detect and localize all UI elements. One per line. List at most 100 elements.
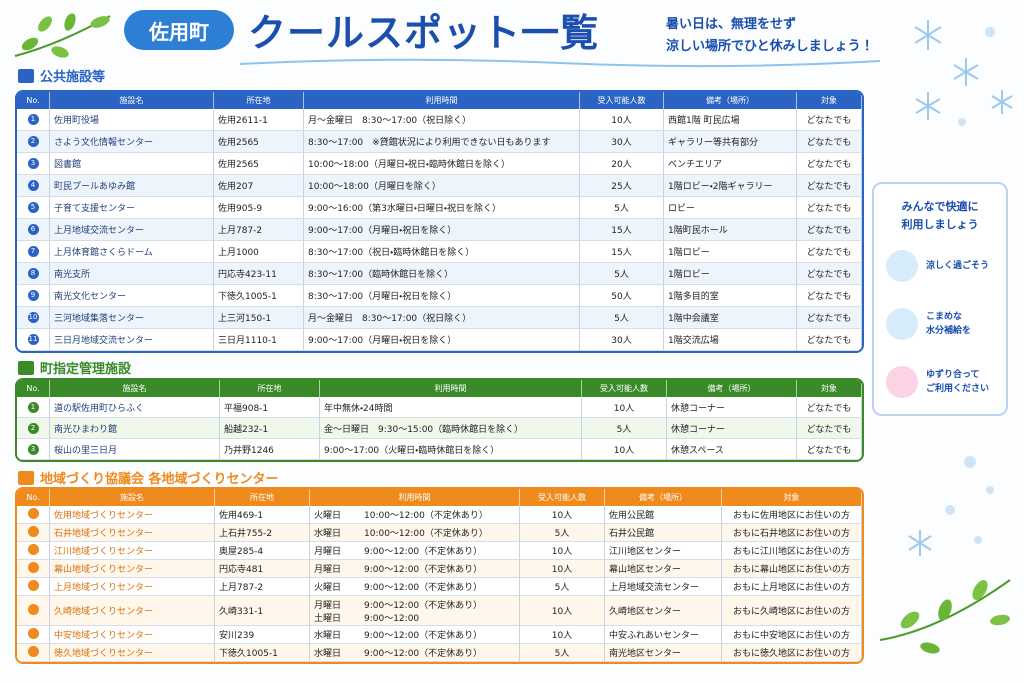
address-cell: 平福908-1 <box>220 397 320 418</box>
facility-table: No. 施設名 所在地 利用時間 受入可能人数 備考（場所） 対象 1 佐用町役場 佐用2611-… <box>15 90 864 353</box>
section-title-text: 公共施設等 <box>40 70 106 85</box>
header-row: No. 施設名 所在地 利用時間 受入可能人数 備考（場所） 対象 <box>17 380 862 397</box>
facility-name: 上月地域づくりセンター <box>54 583 154 593</box>
name-cell: 三河地域集落センター <box>50 307 214 329</box>
address-cell: 佐用2565 <box>214 131 304 153</box>
name-cell: 桜山の里三日月 <box>50 439 220 460</box>
hours-cell: 8:30～17:00（月曜日・祝日を除く） <box>304 285 580 307</box>
place-cell: ロビー <box>664 197 797 219</box>
row-number: 5 <box>27 202 39 213</box>
column-header: 施設名 <box>50 489 215 506</box>
column-header: 対象 <box>722 489 862 506</box>
target-cell: おもに中安地区にお住いの方 <box>722 626 862 644</box>
table-row: 7 上月体育館さくらドーム 上月1000 8:30～17:00（祝日・臨時休館日を除く… <box>17 241 862 263</box>
capacity-cell: 10人 <box>520 596 605 626</box>
place-cell: 1階ロビー <box>664 263 797 285</box>
section-title-text: 町指定管理施設 <box>40 362 132 377</box>
column-header: 受入可能人数 <box>582 380 667 397</box>
column-header: 所在地 <box>214 92 304 109</box>
facility-name: 図書館 <box>54 160 82 170</box>
name-cell: 徳久地域づくりセンター <box>50 644 215 662</box>
target-cell: おもに幕山地区にお住いの方 <box>722 560 862 578</box>
target-cell: おもに江川地区にお住いの方 <box>722 542 862 560</box>
place-cell: 西館1階 町民広場 <box>664 109 797 131</box>
target-cell: どなたでも <box>797 109 862 131</box>
column-header: 受入可能人数 <box>580 92 664 109</box>
name-cell: 南光支所 <box>50 263 214 285</box>
address-cell: 上石井755-2 <box>215 524 310 542</box>
notice-text: 涼しく過ごそう <box>926 259 989 273</box>
row-number: 1 <box>27 401 39 413</box>
hours-cell: 9:00～17:00（月曜日・祝日を除く） <box>304 329 580 351</box>
place-cell: 佐用公民館 <box>605 506 722 524</box>
day: 土曜日 <box>314 613 342 624</box>
address-cell: 奥屋285-4 <box>215 542 310 560</box>
notice-line: ゆずり合って <box>926 370 980 380</box>
address-cell: 下徳久1005-1 <box>215 644 310 662</box>
hours-cell: 9:00～16:00（第3水曜日・日曜日・祝日を除く） <box>304 197 580 219</box>
place-cell: 江川地区センター <box>605 542 722 560</box>
section-title: 公共施設等 <box>18 66 105 85</box>
capacity-cell: 10人 <box>520 560 605 578</box>
name-cell: 子育て支援センター <box>50 197 214 219</box>
column-header: 対象 <box>797 380 862 397</box>
day: 火曜日 <box>314 583 342 593</box>
column-header: 備考（場所） <box>664 92 797 109</box>
hours-line: 水曜日 9:00～12:00（不定休あり） <box>314 646 515 659</box>
hours-cell: 月曜日 9:00～12:00（不定休あり） <box>310 542 520 560</box>
facility-name: 徳久地域づくりセンター <box>54 649 154 659</box>
capacity-cell: 15人 <box>580 241 664 263</box>
capacity-cell: 5人 <box>580 307 664 329</box>
leaf-decoration <box>14 13 111 58</box>
name-cell: 上月地域づくりセンター <box>50 578 215 596</box>
column-header: No. <box>17 489 50 506</box>
no-cell: 6 <box>17 219 50 241</box>
place-cell: ベンチエリア <box>664 153 797 175</box>
table-row: 8 南光支所 円応寺423-11 8:30～17:00（臨時休館日を除く） 5人 1階ロビ… <box>17 263 862 285</box>
hours-cell: 年中無休・24時間 <box>320 397 582 418</box>
facility-name: 町民プールあゆみ館 <box>54 182 136 192</box>
target-cell: どなたでも <box>797 307 862 329</box>
notice-icon <box>886 366 918 398</box>
target-cell: どなたでも <box>797 219 862 241</box>
table-row: 3 図書館 佐用2565 10:00～18:00（月曜日・祝日・臨時休館日を除く） 20… <box>17 153 862 175</box>
name-cell: 幕山地域づくりセンター <box>50 560 215 578</box>
notice-title-line: 利用しましょう <box>901 218 979 231</box>
row-number: 8 <box>27 268 39 279</box>
address-cell: 下徳久1005-1 <box>214 285 304 307</box>
hours-line: 月曜日 9:00～12:00（不定休あり） <box>314 544 515 557</box>
target-cell: おもに徳久地区にお住いの方 <box>722 644 862 662</box>
section-icon <box>18 360 34 375</box>
header-row: No. 施設名 所在地 利用時間 受入可能人数 備考（場所） 対象 <box>17 92 862 109</box>
no-cell <box>17 560 50 578</box>
name-cell: 南光ひまわり館 <box>50 418 220 439</box>
table-row: 中安地域づくりセンター 安川239 水曜日 9:00～12:00（不定休あり） 10人中… <box>17 626 862 644</box>
address-cell: 佐用2565 <box>214 153 304 175</box>
time: 9:00～12:00（不定休あり） <box>364 583 483 593</box>
address-cell: 安川239 <box>215 626 310 644</box>
row-number: 2 <box>27 136 39 147</box>
row-number: 4 <box>27 180 39 191</box>
time: 9:00～12:00（不定休あり） <box>364 649 483 659</box>
time: 9:00～12:00 <box>364 613 420 624</box>
time: 10:00～12:00（不定休あり） <box>364 529 488 539</box>
hours-cell: 水曜日 9:00～12:00（不定休あり） <box>310 626 520 644</box>
place-cell: 休憩スペース <box>667 439 797 460</box>
table-row: 1 道の駅佐用町ひらふく 平福908-1 年中無休・24時間 10人 休憩コーナー どなたで… <box>17 397 862 418</box>
column-header: 受入可能人数 <box>520 489 605 506</box>
place-cell: 上月地域交流センター <box>605 578 722 596</box>
row-number: 11 <box>27 334 39 345</box>
notice-icon <box>886 250 918 282</box>
column-header: 利用時間 <box>310 489 520 506</box>
notice-item: 涼しく過ごそう <box>886 250 989 282</box>
column-header: No. <box>17 380 50 397</box>
hours-cell: 月曜日 9:00～12:00（不定休あり） 土曜日 9:00～12:00 <box>310 596 520 626</box>
column-header: 備考（場所） <box>667 380 797 397</box>
no-cell: 2 <box>17 131 50 153</box>
no-cell: 5 <box>17 197 50 219</box>
row-number: 3 <box>27 443 39 455</box>
capacity-cell: 10人 <box>582 439 667 460</box>
column-header: No. <box>17 92 50 109</box>
facility-name: 道の駅佐用町ひらふく <box>54 403 145 414</box>
hours-line: 月曜日 9:00～12:00（不定休あり） <box>314 562 515 575</box>
